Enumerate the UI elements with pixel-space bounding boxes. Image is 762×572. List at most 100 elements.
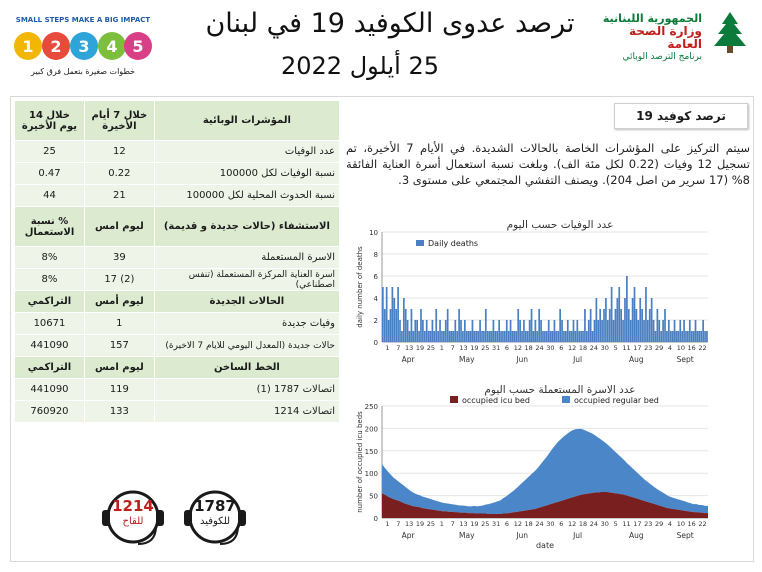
legend-label: occupied icu bed	[462, 396, 530, 405]
death-bar	[462, 331, 464, 342]
y-tick-label: 0	[374, 339, 378, 347]
hotline-label: للقاح	[122, 516, 144, 527]
death-bar	[551, 331, 554, 342]
death-bar	[603, 309, 605, 342]
svg-text:2: 2	[50, 37, 61, 56]
death-bar	[412, 331, 415, 342]
table-cell: 25	[14, 140, 85, 163]
x-tick-label: 5	[614, 520, 618, 528]
table-cell: نسبة الحدوث المحلية لكل 100000	[153, 184, 341, 207]
x-tick-label: 1	[440, 344, 444, 352]
table-cell: 441090	[14, 378, 85, 401]
table-header-cell: خلال 14 يوم الأخيرة	[14, 100, 85, 141]
death-bar	[475, 331, 478, 342]
table-cell: 0.22	[83, 162, 155, 185]
table-cell: 39	[83, 246, 155, 269]
death-bar	[584, 309, 586, 342]
x-tick-label: 17	[633, 520, 641, 528]
death-bar	[494, 331, 497, 342]
table-cell: 760920	[14, 400, 85, 423]
svg-text:3: 3	[78, 37, 89, 56]
death-bar	[606, 320, 609, 342]
y-tick-label: 150	[365, 448, 378, 456]
death-bar	[473, 331, 476, 342]
death-bar	[448, 331, 451, 342]
death-bar	[648, 309, 651, 342]
x-tick-label: 30	[601, 344, 609, 352]
table-header-cell: الحالات الجديدة	[153, 290, 341, 313]
death-bar	[706, 331, 708, 342]
death-bar	[536, 331, 539, 342]
death-bar	[688, 320, 691, 342]
death-bar	[666, 331, 668, 342]
death-bar	[414, 320, 417, 342]
regular-bed-area	[382, 428, 708, 514]
x-tick-label: 19	[416, 344, 424, 352]
x-tick-label: 18	[579, 520, 587, 528]
x-tick-label: 12	[568, 344, 576, 352]
death-bar	[483, 331, 485, 342]
x-month-label: Sept	[677, 355, 694, 364]
x-tick-label: 1	[385, 520, 389, 528]
death-bar	[465, 331, 468, 342]
ministry-line-1: الجمهورية اللبنانية	[602, 12, 702, 25]
death-bar	[538, 309, 541, 342]
ministry-logo: الجمهورية اللبنانية وزارة الصحة العامة ب…	[598, 8, 758, 62]
x-tick-label: 11	[622, 344, 630, 352]
legend-swatch	[416, 240, 424, 246]
table-header-cell: الخط الساخن	[153, 356, 341, 379]
death-bar	[534, 320, 537, 342]
death-bar	[696, 331, 699, 342]
hotline-covid: 1787 للكوفيد	[182, 484, 248, 550]
x-tick-label: 18	[525, 344, 533, 352]
death-bar	[418, 331, 420, 342]
death-bar	[427, 331, 430, 342]
death-bar	[601, 320, 603, 342]
death-bar	[631, 298, 634, 342]
x-tick-label: 25	[427, 520, 435, 528]
x-month-label: Apr	[402, 355, 416, 364]
y-tick-label: 100	[365, 470, 378, 478]
x-tick-label: 19	[416, 520, 424, 528]
death-bar	[500, 331, 502, 342]
death-bar	[431, 320, 434, 342]
death-bar	[568, 331, 571, 342]
x-tick-label: 24	[535, 520, 543, 528]
table-header-cell: التراكمي	[14, 290, 85, 313]
x-tick-label: 24	[590, 520, 598, 528]
table-cell: نسبة الوفيات لكل 100000	[153, 162, 341, 185]
table-header: المؤشرات الوبائية خلال 7 أيام الأخيرة خل…	[14, 100, 341, 141]
legend-swatch	[562, 396, 570, 403]
death-bar	[423, 331, 426, 342]
x-tick-label: 10	[677, 344, 685, 352]
table-header: الحالات الجديدة ليوم أمس التراكمي	[14, 290, 341, 313]
x-tick-label: 6	[559, 344, 563, 352]
table-cell: اتصالات 1214	[153, 400, 341, 423]
table-row: وفيات جديدة 1 10671	[14, 312, 341, 335]
hotline-number: 1787	[194, 497, 236, 515]
legend-swatch	[450, 396, 458, 403]
death-bar	[681, 331, 684, 342]
header: SMALL STEPS MAKE A BIG IMPACT 1 2 3 4 5 …	[0, 0, 762, 92]
svg-text:1: 1	[22, 37, 33, 56]
death-bar	[492, 320, 495, 342]
death-bar	[544, 331, 546, 342]
death-bar	[620, 309, 623, 342]
death-bar	[433, 331, 436, 342]
legend-label: occupied regular bed	[574, 396, 659, 405]
table-header-cell: الاستشفاء (حالات جديدة و قديمة)	[153, 206, 341, 247]
page-title: ترصد عدوى الكوفيد 19 في لبنان	[205, 8, 575, 39]
death-bar	[626, 276, 628, 342]
x-month-label: Aug	[629, 355, 644, 364]
death-bar	[504, 331, 506, 342]
death-bar	[463, 320, 466, 342]
table-header: الاستشفاء (حالات جديدة و قديمة) ليوم امس…	[14, 206, 341, 247]
death-bar	[528, 320, 531, 342]
x-tick-label: 16	[688, 344, 696, 352]
death-bar	[521, 331, 523, 342]
death-bar	[441, 331, 443, 342]
death-bar	[391, 287, 394, 342]
death-bar	[530, 309, 533, 342]
hotline-label: للكوفيد	[199, 516, 231, 527]
table-row: عدد الوفيات 12 25	[14, 140, 341, 163]
